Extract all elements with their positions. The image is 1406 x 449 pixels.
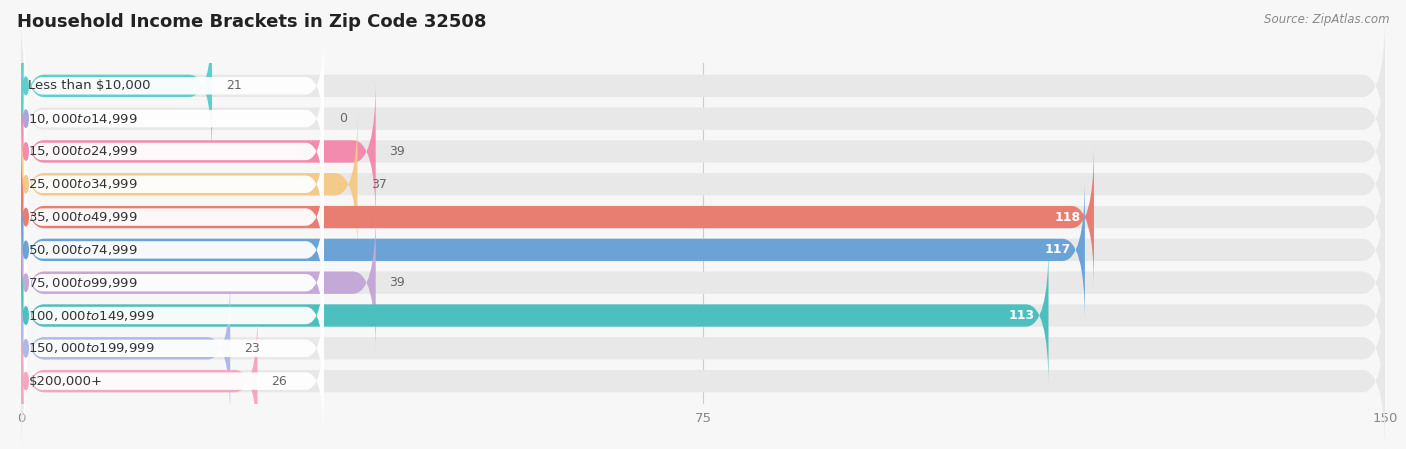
- Text: $10,000 to $14,999: $10,000 to $14,999: [28, 112, 138, 126]
- FancyBboxPatch shape: [24, 160, 323, 274]
- FancyBboxPatch shape: [21, 15, 212, 157]
- Circle shape: [24, 274, 28, 291]
- FancyBboxPatch shape: [21, 80, 375, 222]
- Text: 39: 39: [389, 145, 405, 158]
- FancyBboxPatch shape: [24, 193, 323, 307]
- FancyBboxPatch shape: [21, 114, 357, 255]
- Text: Less than $10,000: Less than $10,000: [28, 79, 150, 92]
- Text: 26: 26: [271, 374, 287, 387]
- FancyBboxPatch shape: [21, 146, 1094, 288]
- FancyBboxPatch shape: [21, 310, 1385, 449]
- Text: 21: 21: [226, 79, 242, 92]
- Text: 39: 39: [389, 276, 405, 289]
- FancyBboxPatch shape: [21, 80, 1385, 222]
- FancyBboxPatch shape: [21, 146, 1385, 288]
- Text: 118: 118: [1054, 211, 1080, 224]
- FancyBboxPatch shape: [24, 259, 323, 372]
- FancyBboxPatch shape: [21, 277, 231, 419]
- Text: $150,000 to $199,999: $150,000 to $199,999: [28, 341, 155, 355]
- Text: 117: 117: [1045, 243, 1071, 256]
- Circle shape: [24, 143, 28, 160]
- FancyBboxPatch shape: [21, 245, 1049, 387]
- FancyBboxPatch shape: [24, 62, 323, 176]
- Text: $200,000+: $200,000+: [28, 374, 103, 387]
- FancyBboxPatch shape: [24, 128, 323, 241]
- FancyBboxPatch shape: [21, 212, 1385, 353]
- Circle shape: [24, 372, 28, 390]
- FancyBboxPatch shape: [21, 15, 1385, 157]
- Circle shape: [24, 307, 28, 324]
- Text: 113: 113: [1008, 309, 1035, 322]
- Text: 37: 37: [371, 178, 387, 191]
- FancyBboxPatch shape: [24, 291, 323, 405]
- FancyBboxPatch shape: [24, 95, 323, 208]
- FancyBboxPatch shape: [21, 277, 1385, 419]
- FancyBboxPatch shape: [21, 114, 1385, 255]
- Text: 23: 23: [243, 342, 260, 355]
- Text: 0: 0: [339, 112, 347, 125]
- Text: $15,000 to $24,999: $15,000 to $24,999: [28, 145, 138, 158]
- FancyBboxPatch shape: [24, 226, 323, 339]
- Circle shape: [24, 176, 28, 193]
- Text: $25,000 to $34,999: $25,000 to $34,999: [28, 177, 138, 191]
- FancyBboxPatch shape: [21, 48, 1385, 189]
- Text: $35,000 to $49,999: $35,000 to $49,999: [28, 210, 138, 224]
- Circle shape: [24, 339, 28, 357]
- FancyBboxPatch shape: [21, 212, 375, 353]
- Text: $100,000 to $149,999: $100,000 to $149,999: [28, 308, 155, 322]
- FancyBboxPatch shape: [21, 310, 257, 449]
- FancyBboxPatch shape: [21, 179, 1085, 321]
- Text: Source: ZipAtlas.com: Source: ZipAtlas.com: [1264, 13, 1389, 26]
- Text: Household Income Brackets in Zip Code 32508: Household Income Brackets in Zip Code 32…: [17, 13, 486, 31]
- FancyBboxPatch shape: [24, 29, 323, 143]
- Circle shape: [24, 77, 28, 95]
- Text: $50,000 to $74,999: $50,000 to $74,999: [28, 243, 138, 257]
- Text: $75,000 to $99,999: $75,000 to $99,999: [28, 276, 138, 290]
- FancyBboxPatch shape: [21, 245, 1385, 387]
- Circle shape: [24, 110, 28, 128]
- Circle shape: [24, 208, 28, 226]
- Circle shape: [24, 241, 28, 259]
- FancyBboxPatch shape: [24, 324, 323, 438]
- FancyBboxPatch shape: [21, 179, 1385, 321]
